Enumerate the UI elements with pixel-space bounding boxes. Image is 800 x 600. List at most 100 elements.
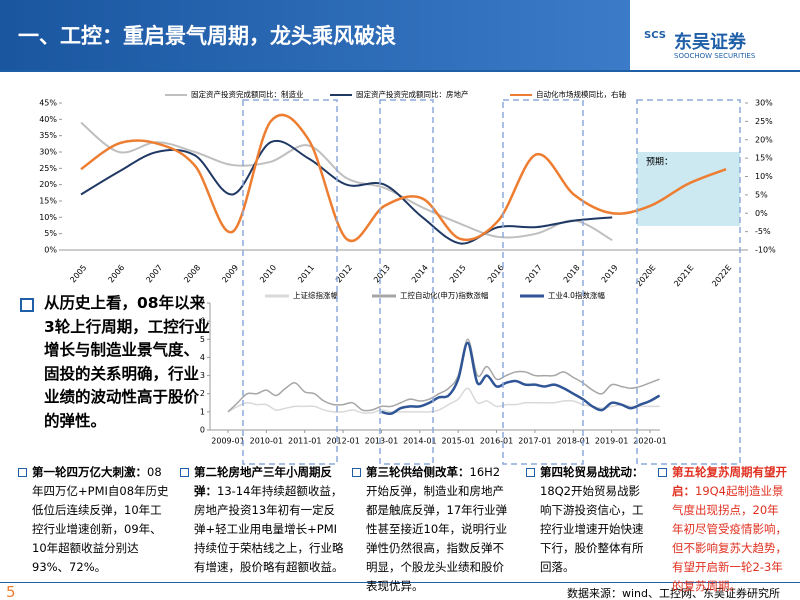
header-band: [0, 0, 630, 70]
note-body: 16H2开始反弹，制造业和房地产都是触底反弹，17年行业弹性甚至接近10年，说明…: [366, 465, 508, 593]
summary-text: 从历史上看，08年以来3轮上行周期，工控行业增长与制造业景气度、固投的关系明确，…: [44, 294, 210, 430]
x-tick-label: 2020E: [634, 263, 657, 288]
x-tick-label: 2018-01: [557, 437, 590, 446]
x-tick-label: 2010-01: [250, 437, 283, 446]
x-tick-label: 2014: [410, 263, 430, 284]
y-tick-label: 25%: [39, 164, 57, 173]
x-tick-label: 2019: [600, 263, 620, 284]
footer-rule: [0, 582, 800, 583]
bullet: [20, 298, 34, 312]
x-tick-label: 2016: [486, 263, 506, 284]
x-tick-label: 2015: [448, 263, 468, 284]
slide-title: 一、工控：重启景气周期，龙头乘风破浪: [18, 24, 396, 48]
legend-label: 自动化市场规模同比，右轴: [536, 89, 626, 99]
note-title: 第四轮贸易战扰动：: [540, 465, 644, 479]
note-bullet: [180, 468, 189, 477]
chart-investment: 0% 5% 10% 15% 20% 25% 30% 35% 40% 45% -10% -5% 0% 5% 1…: [39, 89, 776, 288]
x-tick-label: 2013-01: [365, 437, 398, 446]
logo-en: SOOCHOW SECURITIES: [674, 52, 756, 60]
y-tick-label: 10%: [39, 213, 57, 222]
y2-tick-label: 20%: [755, 135, 773, 144]
y-tick-label: 15%: [39, 197, 57, 206]
x-tick-label: 2022E: [710, 263, 733, 288]
note: 第五轮复苏周期有望开启：19Q4起制造业景气度出现拐点，20年年初尽管受疫情影响…: [658, 463, 790, 596]
note-body: 13-14年持续超额收益，房地产投资13年初有一定反弹+轻工业用电量增长+PMI…: [194, 484, 344, 574]
legend-label: 工业4.0指数涨幅: [548, 290, 605, 300]
x-tick-label: 2012: [334, 263, 354, 284]
note-title: 第五轮复苏周期有望开启：: [672, 465, 787, 498]
y2-tick-label: 15%: [755, 154, 773, 163]
y-tick-label: 3: [200, 371, 205, 380]
y-tick-label: 20%: [39, 180, 57, 189]
y2-tick-label: 5%: [755, 190, 768, 199]
x-tick-label: 2017: [524, 263, 544, 284]
logo-mark: SCS: [644, 30, 666, 41]
y2-tick-label: 25%: [755, 117, 773, 126]
legend-label: 上证综指涨幅: [293, 290, 338, 300]
note-body: 08年四万亿+PMI自08年历史低位后连续反弹，10年工控行业增速创新，09年、…: [32, 465, 169, 574]
y-tick-label: 0%: [44, 246, 57, 255]
y-tick-label: 30%: [39, 148, 57, 157]
y-tick-label: 2: [200, 389, 205, 398]
x-tick-label: 2017-01: [518, 437, 551, 446]
note: 第三轮供给侧改革：16H2开始反弹，制造业和房地产都是触底反弹，17年行业弹性甚…: [352, 463, 511, 596]
x-tick-label: 2005: [68, 263, 88, 284]
legend-label: 固定资产投资完成额同比：制造业: [191, 89, 304, 99]
legend-label: 工控自动化(申万)指数涨幅: [400, 290, 489, 300]
y2-tick-label: 30%: [755, 99, 773, 108]
page-number: 5: [6, 583, 16, 600]
annotation: 预期：: [646, 157, 673, 168]
note: 第四轮贸易战扰动： 18Q2开始贸易战影响下游投资信心，工控行业增速开始快速下行，…: [526, 463, 648, 577]
y-tick-label: 35%: [39, 131, 57, 140]
x-tick-label: 2014-01: [403, 437, 436, 446]
x-tick-label: 2015-01: [441, 437, 474, 446]
y2-tick-label: -10%: [755, 246, 776, 255]
x-tick-label: 2012-01: [326, 437, 359, 446]
note-title: 第二轮房地产三年小周期反弹：: [194, 465, 332, 498]
x-tick-label: 2020-01: [633, 437, 666, 446]
x-tick-label: 2006: [106, 263, 126, 284]
series-line: [80, 121, 613, 242]
x-tick-label: 2008: [182, 263, 202, 284]
y2-tick-label: -5%: [755, 227, 771, 236]
y2-tick-label: 0%: [755, 209, 768, 218]
y-tick-label: 40%: [39, 115, 57, 124]
x-tick-label: 2021E: [672, 263, 695, 288]
y-tick-label: 7: [200, 299, 205, 308]
note-title: 第一轮四万亿大刺激：: [32, 465, 147, 479]
source: 数据来源：wind、工控网、东吴证券研究所: [566, 587, 780, 600]
note-body: 18Q2开始贸易战影响下游投资信心，工控行业增速开始快速下行，股价整体有所回落。: [540, 484, 644, 574]
legend-label: 固定资产投资完成额同比：房地产: [356, 89, 469, 99]
series-line: [80, 113, 727, 243]
x-tick-label: 2011: [296, 263, 316, 284]
x-tick-label: 2016-01: [480, 437, 513, 446]
note-bullet: [526, 468, 535, 477]
x-tick-label: 2009: [220, 263, 240, 284]
note: 第一轮四万亿大刺激：08年四万亿+PMI自08年历史低位后连续反弹，10年工控行…: [18, 463, 172, 577]
y-tick-label: 4: [200, 353, 205, 362]
x-tick-label: 2011-01: [288, 437, 321, 446]
y-tick-label: 5%: [44, 229, 57, 238]
y-tick-label: 45%: [39, 99, 57, 108]
x-tick-label: 2013: [372, 263, 392, 284]
y2-tick-label: 10%: [755, 172, 773, 181]
note: 第二轮房地产三年小周期反弹：13-14年持续超额收益，房地产投资13年初有一定反…: [180, 463, 344, 577]
note-bullet: [658, 468, 667, 477]
x-tick-label: 2007: [144, 263, 164, 284]
header-rule: [0, 70, 800, 72]
logo-name: 东吴证券: [674, 32, 746, 53]
series-line: [227, 338, 660, 413]
x-tick-label: 2018: [562, 263, 582, 284]
note-body: 19Q4起制造业景气度出现拐点，20年年初尽管受疫情影响，但不影响复苏大趋势，有…: [672, 484, 787, 593]
note-bullet: [352, 468, 361, 477]
y-tick-label: 1: [200, 407, 205, 416]
y-tick-label: 0: [200, 426, 205, 435]
x-tick-label: 2019-01: [595, 437, 628, 446]
y-tick-label: 5: [200, 335, 205, 344]
y-tick-label: 6: [200, 317, 205, 326]
note-bullet: [18, 468, 27, 477]
note-title: 第三轮供给侧改革：: [366, 465, 470, 479]
x-tick-label: 2010: [258, 263, 278, 284]
x-tick-label: 2009-01: [211, 437, 244, 446]
